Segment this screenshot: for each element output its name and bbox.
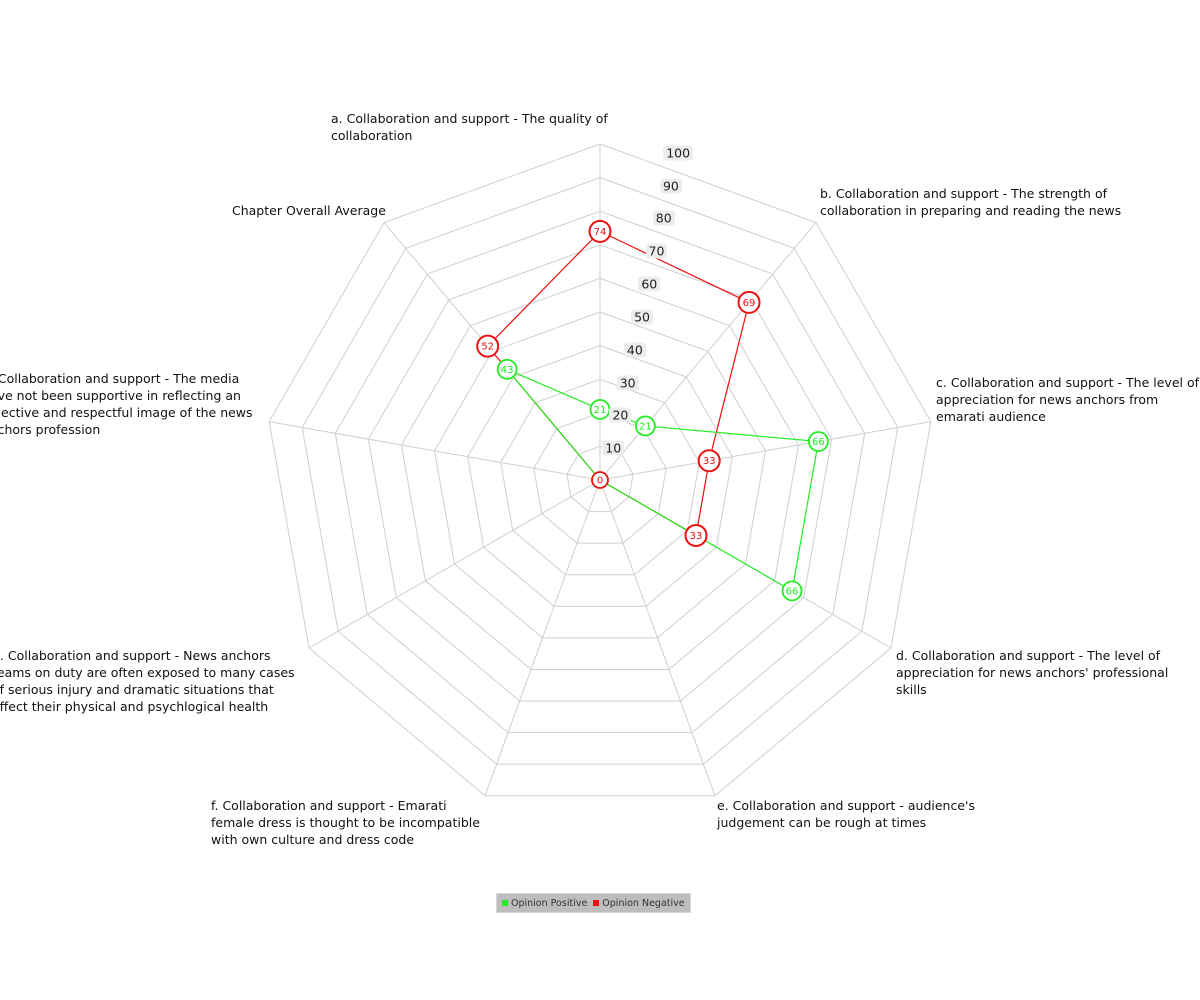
negative-line-8: [487, 230, 601, 347]
negative-point-2: [697, 449, 721, 473]
grid-ring-30: [500, 378, 700, 576]
tick-label-90: 90: [659, 178, 682, 194]
legend-item-positive[interactable]: Opinion Positive: [502, 898, 587, 909]
tick-label-60: 60: [638, 276, 661, 292]
legend-label-positive: Opinion Positive: [511, 897, 588, 909]
positive-point-8: [496, 358, 518, 380]
grid-ring-10: [566, 445, 634, 513]
tick-label-40: 40: [623, 342, 646, 358]
positive-line-8: [506, 368, 601, 410]
grid-ring-100: [268, 143, 932, 797]
category-label-7: h. Collaboration and support - The media…: [0, 371, 253, 437]
tick-label-20: 20: [609, 407, 632, 423]
negative-point-3: [684, 523, 708, 547]
grid-ring-20: [533, 412, 667, 544]
negative-line-1: [708, 302, 750, 461]
tick-label-30: 30: [616, 375, 639, 391]
positive-value-3: 66: [786, 586, 799, 597]
negative-point-8: [476, 334, 500, 358]
category-label-2: c. Collaboration and support - The level…: [936, 375, 1200, 424]
positive-value-8: 43: [501, 365, 514, 376]
positive-point-3: [781, 580, 803, 602]
positive-value-2: 66: [812, 437, 825, 448]
grid-ring-50: [434, 311, 766, 639]
tick-label-10: 10: [602, 440, 625, 456]
grid-ring-40: [467, 345, 733, 607]
positive-line-7: [506, 368, 601, 481]
spoke-7: [269, 421, 601, 481]
negative-value-8: 52: [481, 342, 494, 353]
category-label-3: d. Collaboration and support - The level…: [896, 648, 1169, 697]
positive-value-1: 21: [639, 421, 652, 432]
legend-item-negative[interactable]: Opinion Negative: [593, 897, 685, 909]
category-label-6: g. Collaboration and support - News anch…: [0, 648, 295, 714]
negative-value-3: 33: [690, 531, 703, 542]
spoke-6: [308, 479, 601, 649]
category-label-8: Chapter Overall Average: [232, 203, 386, 218]
center-point: [591, 471, 609, 489]
negative-point-0: [588, 219, 612, 243]
grid-ring-60: [400, 277, 800, 670]
positive-line-1: [645, 425, 819, 443]
negative-value-0: 74: [594, 227, 607, 238]
tick-label-70: 70: [645, 243, 668, 259]
grid-ring-80: [334, 210, 866, 734]
center-value: 0: [597, 476, 603, 487]
negative-point-1: [737, 290, 761, 314]
positive-point-1: [634, 415, 656, 437]
grid-ring-70: [367, 244, 833, 702]
positive-line-2: [791, 441, 819, 591]
category-label-0: a. Collaboration and support - The quali…: [331, 111, 608, 143]
negative-value-1: 69: [743, 298, 756, 309]
legend-swatch-positive: [502, 900, 508, 906]
tick-label-50: 50: [631, 309, 654, 325]
category-label-5: f. Collaboration and support - Emarati f…: [211, 798, 480, 847]
positive-point-2: [807, 431, 829, 452]
legend-label-negative: Opinion Negative: [602, 897, 685, 909]
legend: Opinion Positive Opinion Negative: [496, 893, 691, 913]
spoke-1: [599, 222, 817, 481]
positive-value-0: 21: [594, 405, 607, 416]
spoke-2: [599, 421, 931, 481]
spoke-5: [484, 479, 601, 796]
grid-ring-90: [301, 177, 899, 765]
negative-line-0: [599, 230, 750, 303]
spoke-4: [599, 479, 716, 796]
category-label-1: b. Collaboration and support - The stren…: [820, 186, 1122, 218]
category-label-4: e. Collaboration and support - audience'…: [717, 798, 975, 830]
negative-value-2: 33: [703, 456, 716, 467]
tick-label-80: 80: [652, 210, 675, 226]
tick-label-100: 100: [663, 145, 694, 161]
negative-line-2: [695, 460, 710, 536]
legend-swatch-negative: [593, 900, 600, 906]
